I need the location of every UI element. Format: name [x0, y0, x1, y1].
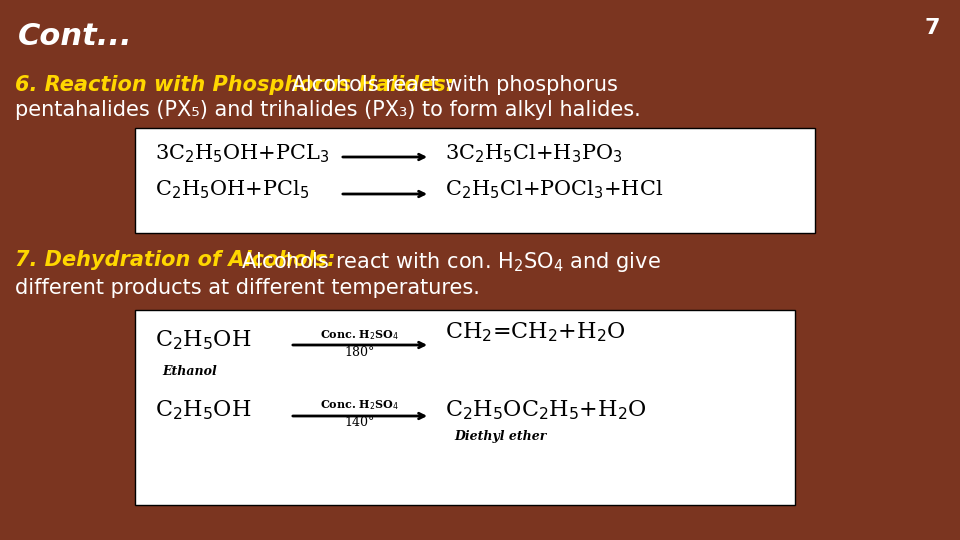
Text: C$_2$H$_5$Cl+POCl$_3$+HCl: C$_2$H$_5$Cl+POCl$_3$+HCl [445, 178, 663, 200]
Text: Alcohols react with phosphorus: Alcohols react with phosphorus [285, 75, 618, 95]
Text: Alcohols react with con. H$_2$SO$_4$ and give: Alcohols react with con. H$_2$SO$_4$ and… [235, 250, 660, 274]
Text: 7. Dehydration of Alcohols:: 7. Dehydration of Alcohols: [15, 250, 335, 270]
Text: C$_2$H$_5$OC$_2$H$_5$+H$_2$O: C$_2$H$_5$OC$_2$H$_5$+H$_2$O [445, 398, 647, 422]
Text: pentahalides (PX₅) and trihalides (PX₃) to form alkyl halides.: pentahalides (PX₅) and trihalides (PX₃) … [15, 100, 640, 120]
FancyBboxPatch shape [135, 310, 795, 505]
Text: C$_2$H$_5$OH+PCl$_5$: C$_2$H$_5$OH+PCl$_5$ [155, 178, 309, 200]
Text: C$_2$H$_5$OH: C$_2$H$_5$OH [155, 328, 252, 352]
Text: 180°: 180° [345, 346, 375, 359]
Text: 3C$_2$H$_5$OH+PCL$_3$: 3C$_2$H$_5$OH+PCL$_3$ [155, 142, 329, 165]
Text: Conc. H$_2$SO$_4$: Conc. H$_2$SO$_4$ [321, 398, 399, 412]
Text: Cont...: Cont... [18, 22, 132, 51]
Text: C$_2$H$_5$OH: C$_2$H$_5$OH [155, 398, 252, 422]
Text: Ethanol: Ethanol [162, 365, 217, 378]
Text: 7: 7 [924, 18, 940, 38]
FancyBboxPatch shape [135, 128, 815, 233]
Text: 3C$_2$H$_5$Cl+H$_3$PO$_3$: 3C$_2$H$_5$Cl+H$_3$PO$_3$ [445, 142, 622, 165]
Text: 6. Reaction with Phosphorus Halides:: 6. Reaction with Phosphorus Halides: [15, 75, 454, 95]
Text: 140°: 140° [345, 416, 375, 429]
Text: Diethyl ether: Diethyl ether [454, 430, 546, 443]
Text: Conc. H$_2$SO$_4$: Conc. H$_2$SO$_4$ [321, 328, 399, 342]
Text: CH$_2$=CH$_2$+H$_2$O: CH$_2$=CH$_2$+H$_2$O [445, 320, 626, 343]
Text: different products at different temperatures.: different products at different temperat… [15, 278, 480, 298]
